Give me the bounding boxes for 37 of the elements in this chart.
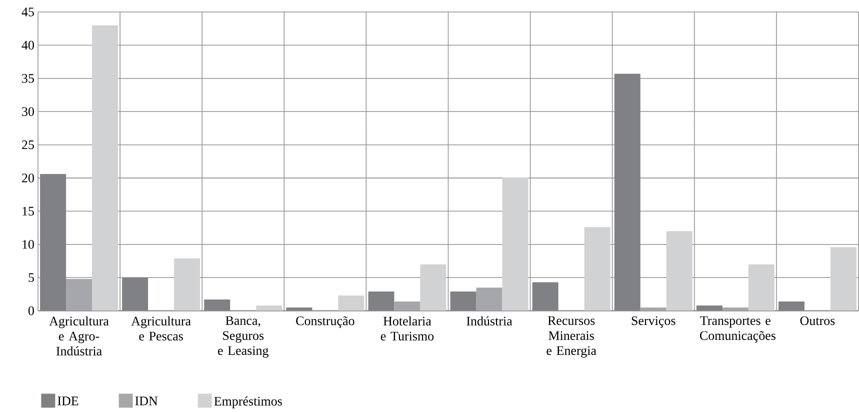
bar	[174, 258, 200, 311]
bar	[420, 264, 446, 311]
legend-label: IDE	[58, 396, 78, 406]
y-tick-label: 30	[22, 107, 34, 116]
bar	[476, 288, 502, 311]
legend-label: IDN	[135, 396, 158, 406]
y-tick-label: 35	[22, 74, 34, 83]
bar	[394, 302, 420, 311]
bar	[666, 231, 692, 311]
x-tick-label: Agricultura e Pescas	[131, 316, 191, 341]
x-tick-label: Serviços	[632, 316, 676, 328]
x-tick-label: Hotelaria e Turismo	[380, 316, 434, 341]
bar	[502, 177, 528, 311]
x-tick-label: Agricultura e Agro-Indústria	[49, 316, 109, 356]
y-tick-label: 20	[22, 174, 34, 183]
y-tick-label: 15	[22, 206, 34, 216]
y-tick-label: 5	[28, 273, 34, 282]
x-tick-label: Indústria	[466, 316, 512, 326]
bar	[92, 25, 118, 311]
bar	[338, 296, 364, 311]
y-tick-label: 40	[22, 40, 34, 50]
bar	[830, 247, 856, 311]
bar	[640, 308, 666, 311]
y-tick-label: 0	[28, 306, 34, 316]
y-tick-label: 25	[22, 140, 34, 150]
y-tick-label: 45	[22, 8, 34, 16]
bar	[748, 264, 774, 311]
x-tick-label: Transportes e Comunicações	[700, 316, 776, 343]
x-tick-label: Banca, Seguros e Leasing	[218, 316, 268, 358]
bar	[584, 227, 610, 311]
x-tick-label: Construção	[296, 316, 354, 328]
x-tick-label: Recursos Minerais e Energia	[546, 316, 596, 358]
y-tick-label: 10	[22, 240, 34, 249]
x-tick-label: Outros	[800, 316, 835, 326]
bar	[256, 306, 282, 311]
bar	[722, 308, 748, 311]
legend-label: Empréstimos	[214, 396, 282, 408]
